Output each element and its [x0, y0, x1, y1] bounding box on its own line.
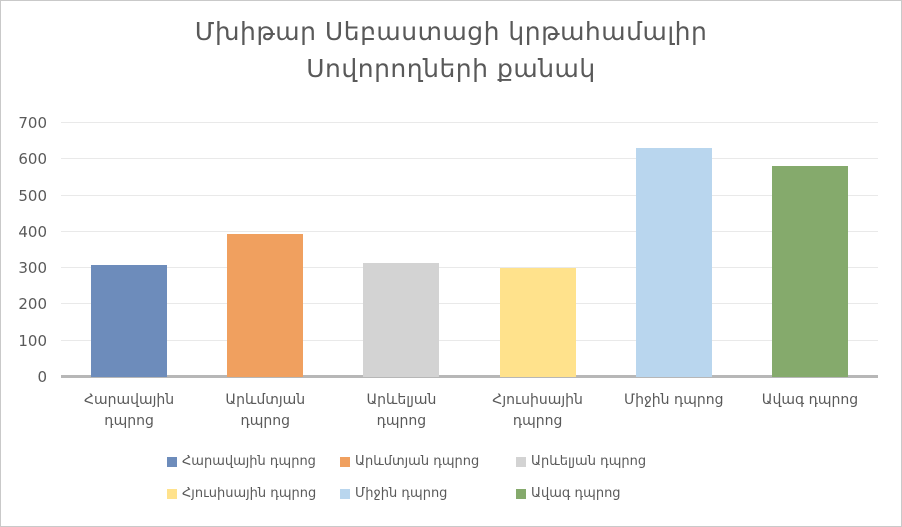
legend-label-1: Արևմտյան դպրոց	[355, 454, 480, 469]
y-tick-label-500: 500	[18, 186, 47, 205]
bar-2	[363, 263, 440, 377]
legend-label-0: Հարավային դպրոց	[182, 454, 316, 469]
x-label-cell-3: Հյուսիսային դպրոց	[470, 390, 606, 432]
bar-3	[499, 267, 576, 377]
y-tick-label-200: 200	[18, 295, 47, 314]
y-axis: 0 100 200 300 400 500 600 700	[1, 114, 47, 386]
y-tick-label-600: 600	[18, 150, 47, 169]
legend-swatch-icon	[167, 489, 177, 499]
gridline-700	[61, 122, 878, 123]
legend-row-1: Հյուսիսային դպրոց Միջին դպրոց Ավագ դպրոց	[167, 485, 727, 503]
plot-area	[61, 122, 878, 378]
legend-swatch-icon	[340, 457, 350, 467]
bar-0	[91, 264, 168, 377]
x-label-cell-1: Արևմտյան դպրոց	[197, 390, 333, 432]
legend: Հարավային դպրոց Արևմտյան դպրոց Արևելյան դպ…	[167, 453, 727, 517]
legend-swatch-icon	[167, 457, 177, 467]
gridline-600	[61, 158, 878, 160]
x-axis-label-5: Ավագ դպրոց	[761, 392, 859, 408]
y-tick-label-0: 0	[37, 368, 47, 386]
gridline-300	[61, 267, 878, 269]
legend-item-2: Արևելյան դպրոց	[516, 453, 727, 471]
chart-title-line1: Մխիթար Սեբաստացի կրթահամալիր	[194, 17, 708, 46]
chart-title: Մխիթար Սեբաստացի կրթահամալիր Սովորողների…	[1, 13, 901, 87]
gridline-400	[61, 230, 878, 232]
legend-row-0: Հարավային դպրոց Արևմտյան դպրոց Արևելյան դպ…	[167, 453, 727, 471]
legend-label-5: Ավագ դպրոց	[531, 486, 621, 501]
x-axis-label-2: Արևելյան դպրոց	[366, 392, 437, 429]
gridline-200	[61, 303, 878, 305]
gridline-500	[61, 194, 878, 196]
legend-swatch-icon	[516, 457, 526, 467]
legend-label-3: Հյուսիսային դպրոց	[182, 486, 317, 501]
chart-title-line2: Սովորողների քանակ	[306, 54, 596, 83]
x-label-cell-0: Հարավային դպրոց	[61, 390, 197, 432]
legend-item-3: Հյուսիսային դպրոց	[167, 485, 340, 503]
x-axis-label-0: Հարավային դպրոց	[83, 392, 175, 429]
x-axis-label-4: Միջին դպրոց	[624, 392, 724, 408]
bar-5	[771, 166, 848, 377]
legend-swatch-icon	[516, 489, 526, 499]
x-axis-label-1: Արևմտյան դպրոց	[225, 392, 306, 429]
legend-swatch-icon	[340, 489, 350, 499]
y-tick-label-400: 400	[18, 222, 47, 241]
y-tick-label-100: 100	[18, 331, 47, 350]
legend-label-2: Արևելյան դպրոց	[531, 454, 647, 469]
x-axis: Հարավային դպրոց Արևմտյան դպրոց Արևելյան դպ…	[61, 390, 878, 432]
gridline-100	[61, 339, 878, 341]
bar-1	[227, 233, 304, 377]
legend-item-0: Հարավային դպրոց	[167, 453, 340, 471]
x-axis-line	[61, 375, 878, 378]
x-label-cell-4: Միջին դպրոց	[606, 390, 742, 432]
bar-4	[635, 148, 712, 377]
legend-item-4: Միջին դպրոց	[340, 485, 516, 503]
x-label-cell-2: Արևելյան դպրոց	[333, 390, 469, 432]
legend-label-4: Միջին դպրոց	[355, 486, 448, 501]
legend-item-1: Արևմտյան դպրոց	[340, 453, 516, 471]
x-label-cell-5: Ավագ դպրոց	[742, 390, 878, 432]
y-tick-label-300: 300	[18, 259, 47, 278]
y-tick-label-700: 700	[18, 114, 47, 132]
x-axis-label-3: Հյուսիսային դպրոց	[492, 392, 583, 429]
legend-item-5: Ավագ դպրոց	[516, 485, 727, 503]
